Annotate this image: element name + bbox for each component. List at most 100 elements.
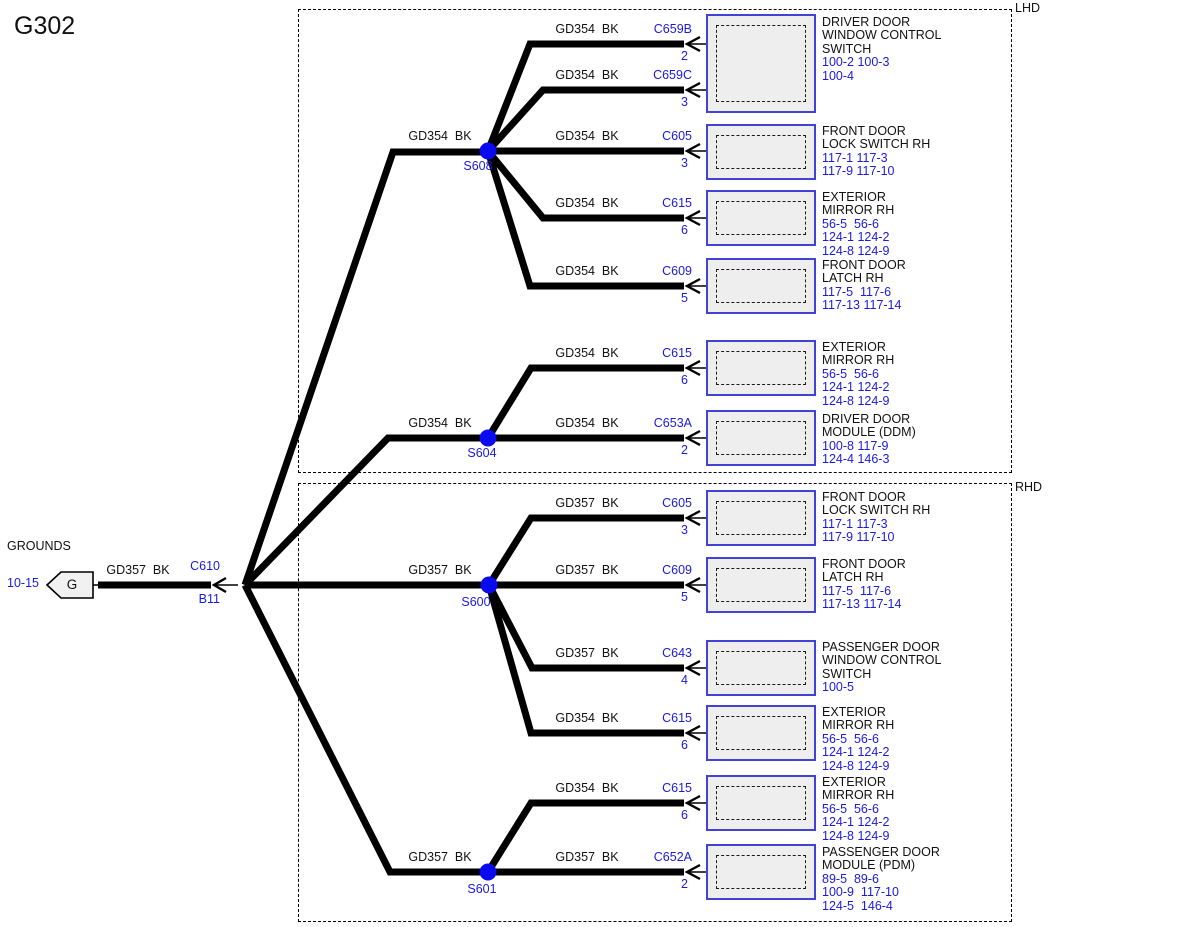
- component-box: [706, 190, 816, 246]
- component-ref-line: 124-1 124-2: [822, 745, 890, 760]
- component-box-inner: [716, 716, 806, 750]
- connector-label: C615: [662, 781, 692, 795]
- component-ref-line: 124-4 146-3: [822, 452, 890, 467]
- splice-label-s608: S608: [463, 159, 493, 173]
- ground-connector-label: C610: [190, 559, 220, 573]
- component-box-inner: [716, 651, 806, 685]
- component-name-line: SWITCH: [822, 41, 872, 56]
- component-box-inner: [716, 25, 806, 102]
- splice-dot-s608: [479, 142, 497, 160]
- component-box: [706, 640, 816, 696]
- component-box-inner: [716, 351, 806, 385]
- wire-label: GD354 BK: [555, 129, 619, 143]
- wire-label: GD354 BK: [555, 781, 619, 795]
- component-label: PASSENGER DOOR WINDOW CONTROL SWITCH 100…: [822, 640, 942, 695]
- splice-dot-s600: [480, 576, 498, 594]
- pin-label: 3: [681, 523, 688, 537]
- splice-label-s604: S604: [467, 446, 497, 460]
- ground-symbol: [45, 571, 94, 599]
- connector-label: C605: [662, 129, 692, 143]
- ground-ref-label: 10-15: [7, 576, 39, 590]
- component-name-line: DRIVER DOOR: [822, 412, 911, 426]
- splice-label-s601: S601: [467, 882, 497, 896]
- thick-wires: [98, 40, 684, 876]
- component-ref-line: 124-5 146-4: [822, 898, 893, 913]
- component-name-line: EXTERIOR: [822, 190, 886, 204]
- component-ref-line: 124-1 124-2: [822, 230, 890, 245]
- wire-label: GD354 BK: [555, 22, 619, 36]
- component-label: EXTERIOR MIRROR RH 56-5 56-6 124-1 124-2…: [822, 340, 894, 408]
- component-name-line: MODULE (DDM): [822, 425, 916, 440]
- wire-label: GD357 BK: [555, 850, 619, 864]
- component-box-inner: [716, 501, 806, 535]
- component-box-inner: [716, 201, 806, 235]
- component-box: [706, 410, 816, 466]
- component-ref-line: 100-9 117-10: [822, 885, 899, 900]
- feed-wire-label-s604: GD354 BK: [408, 416, 472, 430]
- component-ref-line: 100-5: [822, 680, 854, 695]
- connector-label: C615: [662, 346, 692, 360]
- component-name-line: EXTERIOR: [822, 775, 886, 789]
- pin-label: 2: [681, 877, 688, 891]
- component-ref-line: 117-9 117-10: [822, 164, 895, 179]
- component-name-line: WINDOW CONTROL: [822, 653, 942, 668]
- component-box: [706, 124, 816, 180]
- component-ref-line: 124-8 124-9: [822, 243, 890, 258]
- component-ref-line: 117-13 117-14: [822, 298, 902, 313]
- component-ref-line: 56-5 56-6: [822, 216, 879, 231]
- feed-wire-label-s600: GD357 BK: [408, 563, 472, 577]
- connector-label: C653A: [653, 416, 692, 430]
- feed-wire-label-s608: GD354 BK: [408, 129, 472, 143]
- ground-connector-pin: B11: [198, 592, 220, 606]
- connector-arrow-icons: [211, 35, 701, 881]
- wire-label: GD354 BK: [555, 711, 619, 725]
- pin-label: 2: [681, 443, 688, 457]
- component-name-line: LOCK SWITCH RH: [822, 503, 931, 518]
- pin-label: 2: [681, 49, 688, 63]
- component-box: [706, 14, 816, 113]
- connector-label: C609: [662, 264, 692, 278]
- component-box: [706, 844, 816, 900]
- component-name-line: LOCK SWITCH RH: [822, 137, 931, 152]
- splice-dot-s601: [479, 863, 497, 881]
- splice-dot-s604: [479, 429, 497, 447]
- component-box-inner: [716, 568, 806, 602]
- component-ref-line: 117-13 117-14: [822, 597, 902, 612]
- lhd-region-box: [298, 9, 1012, 473]
- connector-label: C643: [662, 646, 692, 660]
- wire-label: GD354 BK: [555, 196, 619, 210]
- component-label: FRONT DOOR LATCH RH 117-5 117-6 117-13 1…: [822, 258, 906, 313]
- page-title: G302: [14, 12, 76, 40]
- component-name-line: EXTERIOR: [822, 705, 886, 719]
- wire-label: GD354 BK: [555, 346, 619, 360]
- component-name-line: MIRROR RH: [822, 203, 895, 218]
- component-name-line: FRONT DOOR: [822, 490, 906, 504]
- grounds-section-label: GROUNDS: [7, 539, 71, 553]
- component-name-line: PASSENGER DOOR: [822, 640, 940, 654]
- pin-label: 6: [681, 223, 688, 237]
- component-ref-line: 117-1 117-3: [822, 150, 888, 165]
- connector-label: C652A: [653, 850, 692, 864]
- pin-label: 4: [681, 673, 688, 687]
- wire-label: GD357 BK: [555, 646, 619, 660]
- wire-label: GD354 BK: [555, 264, 619, 278]
- component-name-line: MIRROR RH: [822, 718, 895, 733]
- connector-label: C659B: [653, 22, 692, 36]
- component-ref-line: 117-9 117-10: [822, 530, 895, 545]
- component-box: [706, 490, 816, 546]
- component-box: [706, 258, 816, 314]
- component-ref-line: 117-5 117-6: [822, 284, 892, 299]
- component-ref-line: 56-5 56-6: [822, 731, 879, 746]
- component-name-line: FRONT DOOR: [822, 124, 906, 138]
- connector-label: C615: [662, 196, 692, 210]
- component-box-inner: [716, 269, 806, 303]
- pin-label: 3: [681, 95, 688, 109]
- component-ref-line: 124-1 124-2: [822, 815, 890, 830]
- pin-label: 5: [681, 590, 688, 604]
- component-ref-line: 100-8 117-9: [822, 438, 889, 453]
- pin-label: 6: [681, 373, 688, 387]
- component-label: PASSENGER DOOR MODULE (PDM) 89-5 89-6 10…: [822, 845, 940, 913]
- component-name-line: FRONT DOOR: [822, 557, 906, 571]
- component-ref-line: 56-5 56-6: [822, 366, 879, 381]
